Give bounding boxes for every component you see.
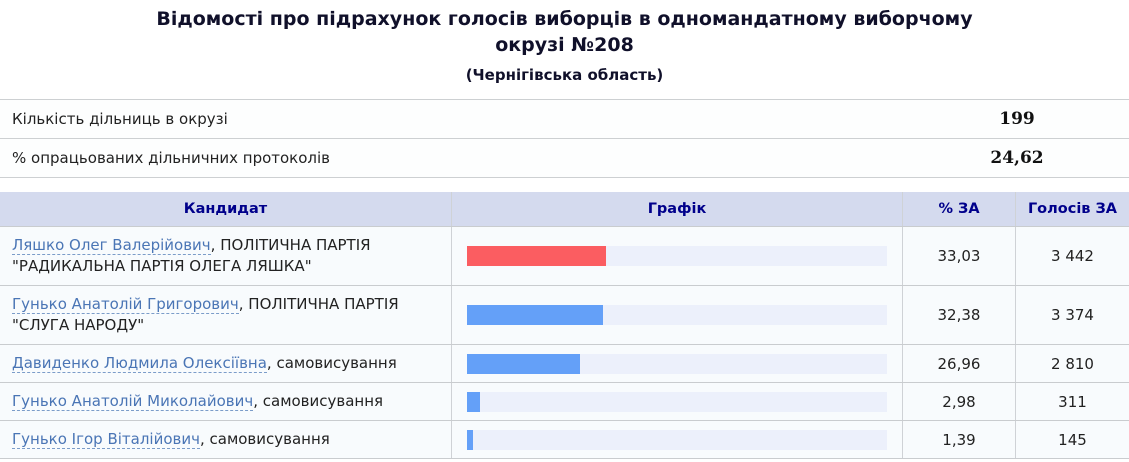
percent-value: 1,39 <box>942 430 976 449</box>
percent-cell: 26,96 <box>903 345 1016 383</box>
candidate-party: , ПОЛІТИЧНА ПАРТІЯ "РАДИКАЛЬНА ПАРТІЯ ОЛ… <box>12 236 371 276</box>
chart-cell <box>452 345 903 383</box>
chart-cell <box>452 383 903 421</box>
column-header-candidate: Кандидат <box>0 192 452 227</box>
candidate-link[interactable]: Гунько Анатолій Григорович <box>12 295 239 315</box>
percent-value: 33,03 <box>937 247 981 266</box>
candidate-text: Ляшко Олег Валерійович, ПОЛІТИЧНА ПАРТІЯ… <box>12 235 441 277</box>
votes-value: 3 374 <box>1051 306 1094 325</box>
candidate-text: Давиденко Людмила Олексіївна, самовисува… <box>12 353 397 374</box>
bar-track <box>467 391 887 412</box>
candidate-text: Гунько Анатолій Миколайович, самовисуван… <box>12 391 383 412</box>
summary-label: % опрацьованих дільничних протоколів <box>12 149 331 168</box>
candidate-party: , ПОЛІТИЧНА ПАРТІЯ "СЛУГА НАРОДУ" <box>12 295 399 335</box>
column-header-percent: % ЗА <box>903 192 1016 227</box>
summary-row-protocols: % опрацьованих дільничних протоколів 24,… <box>0 139 1129 179</box>
percent-cell: 1,39 <box>903 421 1016 459</box>
candidate-link[interactable]: Гунько Анатолій Миколайович <box>12 392 254 412</box>
bar-fill <box>467 429 473 450</box>
votes-value: 145 <box>1058 430 1087 449</box>
votes-cell: 145 <box>1016 421 1129 458</box>
table-row: Гунько Ігор Віталійович, самовисування 1… <box>0 420 1129 459</box>
percent-cell: 33,03 <box>903 227 1016 286</box>
percent-cell: 2,98 <box>903 383 1016 421</box>
votes-cell: 2 810 <box>1016 345 1129 382</box>
votes-cell: 3 442 <box>1016 227 1129 285</box>
bar-fill <box>467 391 480 412</box>
candidate-party: , самовисування <box>199 430 330 449</box>
candidate-cell: Давиденко Людмила Олексіївна, самовисува… <box>0 345 452 383</box>
candidate-cell: Ляшко Олег Валерійович, ПОЛІТИЧНА ПАРТІЯ… <box>0 227 452 286</box>
candidate-party: , самовисування <box>266 354 397 373</box>
bar-track <box>467 305 887 326</box>
percent-cell: 32,38 <box>903 286 1016 345</box>
summary-table: Кількість дільниць в окрузі 199 % опраць… <box>0 99 1129 179</box>
votes-value: 3 442 <box>1051 247 1094 266</box>
table-header-row: Кандидат Графік % ЗА Голосів ЗА <box>0 192 1129 227</box>
bar-track <box>467 429 887 450</box>
votes-value: 311 <box>1058 392 1087 411</box>
chart-cell <box>452 421 903 459</box>
page-title: Відомості про підрахунок голосів виборці… <box>156 8 973 56</box>
page-subtitle: (Чернігівська область) <box>465 66 664 85</box>
candidate-cell: Гунько Анатолій Миколайович, самовисуван… <box>0 383 452 421</box>
column-header-chart: Графік <box>452 192 903 227</box>
percent-value: 32,38 <box>937 306 981 325</box>
votes-value: 2 810 <box>1051 354 1094 373</box>
chart-cell <box>452 227 903 286</box>
percent-value: 2,98 <box>942 392 976 411</box>
bar-track <box>467 246 887 267</box>
candidate-cell: Гунько Ігор Віталійович, самовисування <box>0 421 452 459</box>
table-row: Ляшко Олег Валерійович, ПОЛІТИЧНА ПАРТІЯ… <box>0 226 1129 286</box>
results-table: Кандидат Графік % ЗА Голосів ЗА Ляшко Ол… <box>0 192 1129 460</box>
table-row: Гунько Анатолій Григорович, ПОЛІТИЧНА ПА… <box>0 285 1129 345</box>
bar-fill <box>467 305 603 326</box>
candidate-party: , самовисування <box>253 392 384 411</box>
bar-fill <box>467 246 606 267</box>
votes-cell: 3 374 <box>1016 286 1129 344</box>
summary-value: 24,62 <box>990 148 1044 169</box>
percent-value: 26,96 <box>937 354 981 373</box>
table-row: Давиденко Людмила Олексіївна, самовисува… <box>0 344 1129 383</box>
table-row: Гунько Анатолій Миколайович, самовисуван… <box>0 382 1129 421</box>
summary-label: Кількість дільниць в окрузі <box>12 110 228 129</box>
candidate-link[interactable]: Давиденко Людмила Олексіївна <box>12 354 267 374</box>
candidate-text: Гунько Ігор Віталійович, самовисування <box>12 429 330 450</box>
summary-row-precincts: Кількість дільниць в окрузі 199 <box>0 100 1129 140</box>
votes-cell: 311 <box>1016 383 1129 420</box>
bar-fill <box>467 353 581 374</box>
candidate-link[interactable]: Ляшко Олег Валерійович <box>12 236 211 256</box>
candidate-text: Гунько Анатолій Григорович, ПОЛІТИЧНА ПА… <box>12 294 441 336</box>
chart-cell <box>452 286 903 345</box>
candidate-cell: Гунько Анатолій Григорович, ПОЛІТИЧНА ПА… <box>0 286 452 345</box>
bar-track <box>467 353 887 374</box>
candidate-link[interactable]: Гунько Ігор Віталійович <box>12 430 200 450</box>
summary-value: 199 <box>999 109 1035 130</box>
column-header-votes: Голосів ЗА <box>1027 201 1118 218</box>
